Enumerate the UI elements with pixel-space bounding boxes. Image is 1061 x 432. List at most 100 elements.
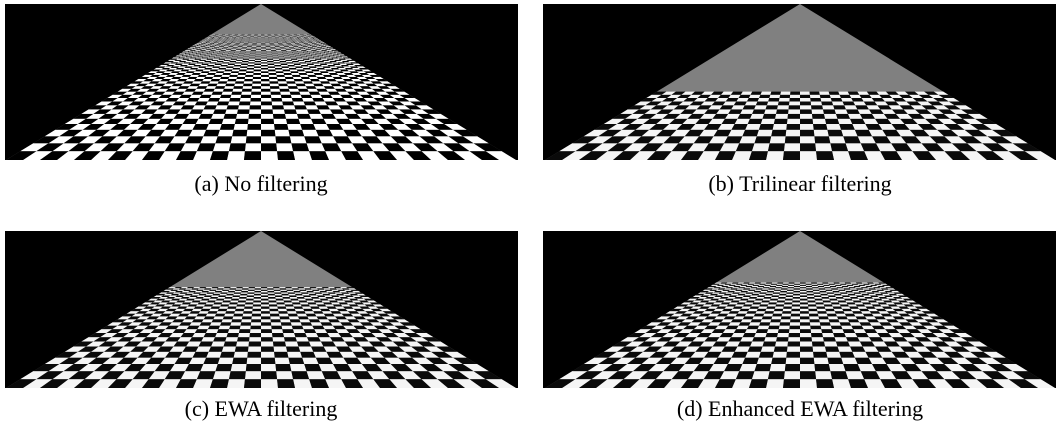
checker-row [112, 98, 420, 102]
checker-row [199, 44, 328, 45]
checker-row [161, 68, 368, 70]
checker-row [190, 47, 328, 48]
checker-row [113, 319, 400, 322]
checker-row [172, 61, 356, 62]
checker-row [135, 79, 379, 81]
checker-row [135, 306, 379, 308]
checker-row [677, 304, 914, 306]
checker-row [183, 54, 345, 55]
checker-row [657, 95, 954, 98]
checker-row [179, 56, 348, 57]
checker-row [147, 304, 384, 306]
checker-row [176, 59, 352, 60]
checker-row [702, 294, 904, 296]
checker-row [136, 84, 395, 87]
checker-row [159, 292, 356, 293]
checker-row [107, 95, 404, 98]
checker-row [641, 326, 949, 330]
checker-row [180, 52, 336, 53]
checker-row [177, 54, 339, 55]
checker-row [671, 314, 939, 317]
checker-row [154, 295, 361, 297]
checker-row [707, 291, 900, 292]
checker-row [679, 309, 931, 311]
checker-row [118, 89, 395, 92]
checker-row [156, 71, 374, 73]
checker-row [196, 46, 331, 47]
checker-row [684, 300, 908, 302]
checker-row [197, 42, 320, 43]
checker-row [175, 55, 340, 56]
checker-row [107, 322, 404, 325]
checker-row [102, 98, 410, 102]
checker-row [202, 42, 323, 43]
checker-row [132, 314, 400, 317]
checker-row [158, 297, 371, 299]
checker-row [189, 48, 329, 49]
checker-row [674, 306, 918, 308]
checker-row [192, 48, 334, 49]
page: (a) No filtering (b) Trilinear filtering… [0, 0, 1061, 432]
checker-row [187, 48, 329, 49]
checker-row [197, 45, 330, 46]
checker-row [700, 291, 893, 292]
checker-row [166, 288, 350, 289]
checker-row [166, 61, 350, 62]
checker-row [122, 86, 390, 89]
checker-row [693, 295, 900, 297]
checker-row [156, 294, 358, 296]
checker-row [700, 295, 907, 297]
checker-row [188, 51, 338, 52]
checker-row [174, 56, 343, 57]
checker-row [713, 287, 893, 288]
panel: (d) Enhanced EWA filtering [543, 231, 1056, 421]
checker-row [174, 287, 354, 288]
caption: (a) No filtering [194, 171, 327, 196]
checker-row [158, 70, 371, 72]
checker-row [143, 306, 387, 308]
checker-row [709, 290, 897, 291]
checker-row [651, 98, 959, 102]
checker-row [164, 62, 352, 63]
checker-row [166, 65, 363, 66]
checker-row [186, 52, 342, 53]
checker-row [154, 68, 361, 70]
checker-row [713, 284, 882, 285]
caption: (c) EWA filtering [185, 396, 338, 421]
checker-row [695, 299, 913, 301]
checker-row [143, 79, 387, 81]
checker-row [202, 42, 325, 43]
checker-row [118, 322, 415, 325]
checker-row [183, 51, 333, 52]
checker-row [662, 92, 949, 95]
checker-row [199, 41, 319, 42]
checker-row [200, 44, 327, 45]
checker-row [151, 70, 364, 72]
checker-row [153, 73, 377, 75]
checker-row [707, 287, 887, 288]
checker-row [652, 319, 939, 322]
checker-row [657, 316, 934, 319]
checker-row [204, 41, 322, 42]
checker-row [705, 288, 889, 289]
checker-row [161, 295, 368, 297]
checker-row [193, 45, 324, 46]
checker-row [138, 304, 375, 306]
checker-row [172, 57, 344, 58]
checker-row [136, 311, 395, 314]
checker-row [646, 95, 943, 98]
checker-row [182, 52, 335, 53]
checker-row [127, 84, 386, 87]
checker-row [190, 50, 338, 51]
checker-row [645, 102, 965, 106]
checker-row [127, 311, 386, 314]
checker-row [147, 77, 384, 79]
checker-row [193, 48, 333, 49]
checker-row [138, 77, 375, 79]
checker-row [140, 81, 392, 83]
checker-row [711, 288, 895, 289]
checker-row [703, 290, 891, 291]
checker-row [164, 290, 352, 291]
checker-row [201, 40, 317, 41]
checker-row [159, 65, 356, 66]
